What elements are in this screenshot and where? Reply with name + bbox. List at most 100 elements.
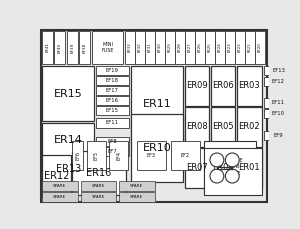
Text: ER16: ER16: [86, 168, 112, 178]
Text: ER05: ER05: [212, 122, 234, 131]
Text: ER06: ER06: [212, 82, 234, 90]
Text: MINI
FUSE: MINI FUSE: [101, 42, 114, 53]
Bar: [195, 31, 205, 64]
Bar: [264, 98, 293, 108]
Text: EF12: EF12: [272, 79, 285, 84]
Bar: [264, 66, 293, 75]
Bar: [125, 31, 134, 64]
Bar: [204, 141, 256, 193]
Text: EF29: EF29: [168, 43, 172, 52]
Bar: [109, 141, 128, 170]
Bar: [79, 31, 90, 64]
Bar: [171, 141, 200, 170]
Text: EF27: EF27: [188, 43, 192, 52]
Text: ER15: ER15: [54, 89, 83, 99]
Bar: [245, 31, 255, 64]
Circle shape: [225, 153, 239, 167]
Bar: [237, 66, 262, 106]
Bar: [204, 148, 262, 195]
Text: ER09: ER09: [186, 82, 208, 90]
Text: SPARE: SPARE: [92, 184, 105, 188]
Bar: [96, 106, 129, 115]
Bar: [42, 158, 94, 180]
Bar: [96, 76, 129, 85]
Bar: [96, 66, 129, 75]
Bar: [96, 147, 129, 156]
Bar: [87, 141, 106, 170]
Text: EF2: EF2: [181, 153, 190, 158]
Bar: [237, 107, 262, 147]
Bar: [145, 31, 154, 64]
Bar: [165, 31, 175, 64]
Bar: [175, 31, 184, 64]
Text: EF11: EF11: [106, 120, 119, 125]
Bar: [119, 192, 154, 202]
Text: EF10: EF10: [272, 111, 285, 116]
Text: ER11: ER11: [142, 99, 171, 109]
Text: EF5: EF5: [94, 151, 99, 160]
Text: EF26: EF26: [198, 43, 202, 52]
Text: ER08: ER08: [186, 122, 208, 131]
Text: EF13: EF13: [272, 68, 285, 73]
Text: EF3: EF3: [147, 153, 156, 158]
Text: ER12: ER12: [44, 171, 69, 181]
Text: SPARE: SPARE: [92, 195, 105, 199]
Bar: [184, 148, 209, 188]
Bar: [81, 181, 116, 191]
Text: EF22: EF22: [238, 43, 242, 52]
Text: ER14: ER14: [54, 135, 83, 145]
Bar: [236, 31, 244, 64]
Text: EF20: EF20: [258, 43, 262, 52]
Text: EF11: EF11: [272, 101, 285, 105]
Text: ER02: ER02: [238, 122, 260, 131]
Bar: [155, 31, 164, 64]
Bar: [137, 141, 166, 170]
Bar: [96, 137, 129, 146]
Text: EF38: EF38: [82, 42, 86, 53]
Text: EF24: EF24: [218, 43, 222, 52]
Bar: [92, 31, 123, 64]
Text: EF7: EF7: [107, 149, 117, 154]
Text: EF4: EF4: [116, 151, 121, 160]
Bar: [42, 66, 94, 121]
Bar: [264, 109, 293, 118]
Text: SPARE: SPARE: [53, 195, 66, 199]
Text: EF23: EF23: [228, 43, 232, 52]
Text: EF40: EF40: [58, 42, 62, 53]
Text: EF25: EF25: [208, 43, 212, 52]
Text: ER03: ER03: [238, 82, 260, 90]
Bar: [211, 66, 236, 106]
Text: EF9: EF9: [274, 133, 283, 138]
Bar: [42, 31, 53, 64]
Bar: [81, 192, 116, 202]
Bar: [42, 181, 77, 191]
Bar: [211, 107, 236, 147]
Text: EF30: EF30: [158, 43, 162, 52]
Circle shape: [210, 169, 224, 183]
Text: SPARE: SPARE: [130, 184, 143, 188]
Bar: [54, 31, 65, 64]
Text: EF21: EF21: [248, 43, 252, 52]
Circle shape: [210, 153, 224, 167]
Bar: [135, 31, 145, 64]
Text: EF39: EF39: [70, 42, 74, 53]
Bar: [185, 31, 195, 64]
Bar: [184, 107, 209, 147]
Bar: [205, 31, 214, 64]
Bar: [96, 96, 129, 105]
Text: SPARE: SPARE: [53, 184, 66, 188]
Bar: [72, 151, 126, 195]
Bar: [211, 148, 236, 188]
Bar: [184, 66, 209, 106]
Circle shape: [225, 169, 239, 183]
Text: EF32: EF32: [138, 43, 142, 52]
Bar: [215, 31, 225, 64]
Text: EF16: EF16: [106, 98, 119, 103]
Text: EF17: EF17: [106, 88, 119, 93]
Bar: [264, 77, 293, 86]
Bar: [67, 31, 77, 64]
Text: EF18: EF18: [106, 78, 119, 83]
Text: EF31: EF31: [148, 43, 152, 52]
Text: ER10: ER10: [142, 143, 171, 153]
Bar: [42, 123, 94, 157]
